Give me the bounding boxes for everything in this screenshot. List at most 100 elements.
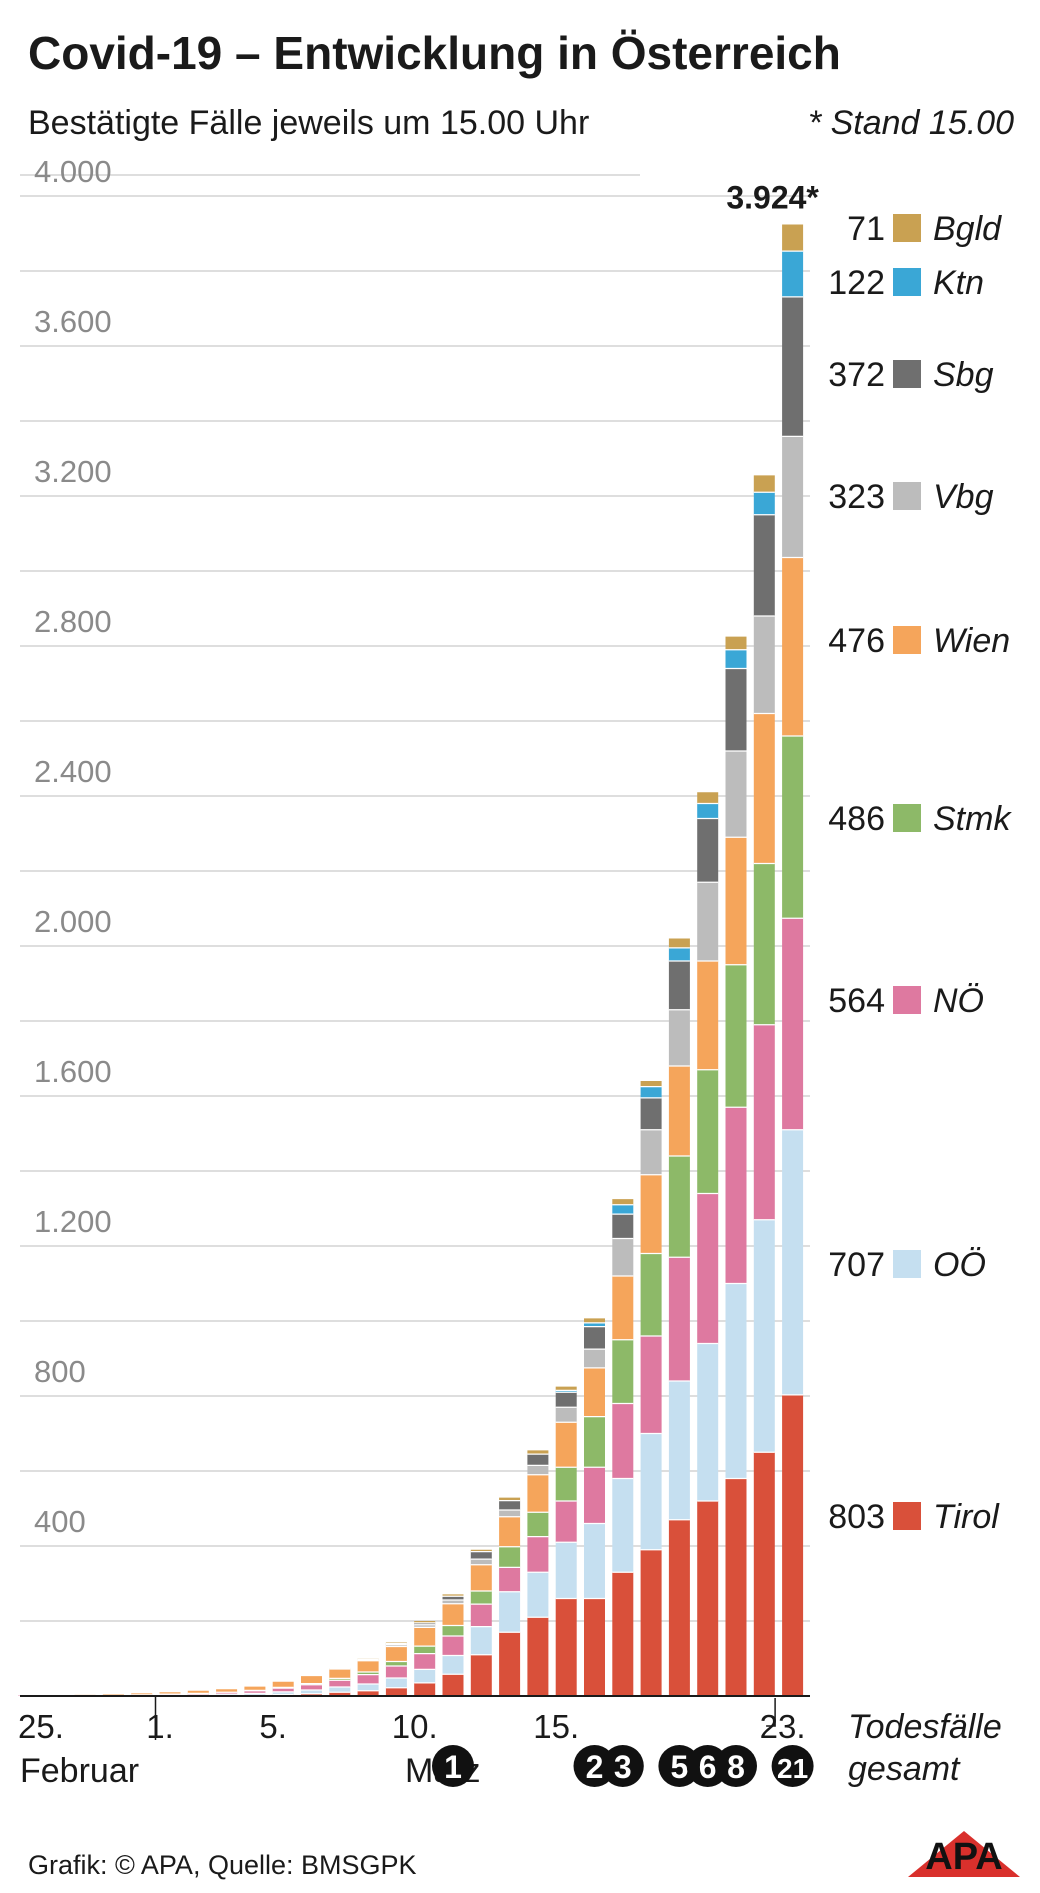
bar-segment-oö	[442, 1655, 464, 1675]
bar-segment-wien	[414, 1627, 436, 1647]
legend-value-ktn: 122	[828, 264, 885, 302]
bar-segment-vbg	[385, 1644, 407, 1647]
bar-segment-sbg	[499, 1500, 521, 1510]
bar-segment-wien	[697, 961, 719, 1070]
bar-segment-stmk	[697, 1069, 719, 1194]
bar-segment-bgld	[499, 1497, 521, 1501]
death-marker-label: 2	[586, 1749, 604, 1785]
death-marker-label: 3	[614, 1749, 632, 1785]
bar-segment-oö	[414, 1669, 436, 1683]
bar-segment-tirol	[725, 1478, 747, 1696]
y-tick-label: 1.600	[34, 1054, 112, 1089]
month-label: Februar	[20, 1752, 139, 1790]
legend-swatch-tirol	[893, 1502, 921, 1530]
bar-segment-vbg	[499, 1510, 521, 1517]
bar-segment-vbg	[640, 1129, 662, 1175]
bar-segment-oö	[244, 1693, 266, 1696]
bar-segment-bgld	[612, 1199, 634, 1205]
bar-segment-wien	[159, 1692, 181, 1695]
source-credit: Grafik: © APA, Quelle: BMSGPK	[28, 1850, 417, 1880]
bar-segment-oö	[329, 1687, 351, 1693]
bar-segment-nö	[668, 1257, 690, 1381]
bar-segment-nö	[385, 1666, 407, 1678]
bar-segment-oö	[499, 1591, 521, 1633]
legend-value-wien: 476	[828, 622, 885, 660]
bar-segment-nö	[555, 1501, 577, 1543]
deaths-label-line1: Todesfälle	[848, 1708, 1002, 1746]
death-marker-label: 1	[444, 1749, 462, 1785]
bar-segment-ktn	[753, 492, 775, 515]
legend-value-vbg: 323	[828, 478, 885, 516]
bar-segment-vbg	[442, 1600, 464, 1604]
bar-segment-vbg	[470, 1559, 492, 1565]
y-tick-label: 1.200	[34, 1204, 112, 1239]
bar-segment-sbg	[584, 1326, 605, 1350]
bar-segment-bgld	[697, 792, 719, 804]
bar-segment-vbg	[697, 882, 719, 961]
bar-segment-stmk	[668, 1156, 690, 1258]
bar-segment-sbg	[725, 668, 747, 751]
bar-segment-nö	[329, 1680, 351, 1687]
bar-segment-wien	[272, 1681, 294, 1688]
bar-segment-wien	[612, 1276, 634, 1340]
bar-segment-nö	[216, 1692, 238, 1695]
apa-logo-triangle	[908, 1831, 1020, 1877]
bar-segment-bgld	[668, 938, 690, 948]
bar-segment-oö	[725, 1283, 747, 1479]
bar-segment-tirol	[668, 1519, 690, 1696]
legend-name-stmk: Stmk	[933, 800, 1012, 838]
death-marker-label: 6	[699, 1749, 717, 1785]
bar-segment-ktn	[725, 649, 747, 669]
bar-segment-oö	[527, 1572, 549, 1618]
legend-swatch-oö	[893, 1250, 921, 1278]
bar-segment-vbg	[725, 751, 747, 838]
bar-segment-nö	[244, 1690, 266, 1694]
bar-segment-sbg	[668, 961, 690, 1010]
bar-segment-vbg	[414, 1624, 436, 1628]
y-tick-label: 3.200	[34, 454, 112, 489]
legend-swatch-stmk	[893, 804, 921, 832]
stand-note: * Stand 15.00	[807, 104, 1014, 142]
bar-segment-tirol	[612, 1572, 634, 1696]
bar-segment-nö	[187, 1693, 209, 1695]
chart-subtitle: Bestätigte Fälle jeweils um 15.00 Uhr	[28, 104, 590, 142]
bar-segment-ktn	[584, 1322, 605, 1327]
bar-segment-tirol	[697, 1501, 719, 1696]
bar-segment-wien	[753, 713, 775, 864]
death-marker-label: 5	[671, 1749, 689, 1785]
bar-segment-oö	[753, 1219, 775, 1453]
bar-segment-bgld	[442, 1594, 464, 1597]
legend-value-sbg: 372	[828, 356, 885, 394]
bar-segment-wien	[131, 1693, 153, 1695]
bar-segment-stmk	[385, 1661, 407, 1666]
bar-segment-stmk	[782, 736, 804, 919]
bar-segment-vbg	[612, 1238, 634, 1276]
legend-value-oö: 707	[828, 1246, 885, 1284]
bar-segment-ktn	[697, 803, 719, 819]
apa-logo: APA	[908, 1831, 1020, 1877]
bar-segment-tirol	[470, 1654, 492, 1696]
bar-segment-tirol	[753, 1452, 775, 1696]
bar-segment-stmk	[725, 964, 747, 1108]
bar-segment-vbg	[782, 436, 804, 558]
legend-name-wien: Wien	[933, 622, 1010, 660]
bar-segment-bgld	[725, 636, 747, 650]
bar-segment-tirol	[499, 1632, 521, 1696]
bar-segment-wien	[329, 1669, 351, 1679]
death-marker-label: 21	[777, 1753, 808, 1784]
bar-segment-wien	[357, 1660, 379, 1672]
legend-name-bgld: Bgld	[933, 210, 1002, 248]
bar-segment-stmk	[584, 1416, 605, 1468]
death-marker	[432, 1745, 474, 1787]
total-label: 3.924*	[726, 180, 819, 216]
bar-segment-sbg	[527, 1454, 549, 1466]
bar-segment-tirol	[782, 1394, 804, 1696]
bar-segment-ktn	[668, 947, 690, 961]
bar-segment-bgld	[527, 1450, 549, 1455]
bar-segment-wien	[782, 557, 804, 736]
death-marker-label: 8	[727, 1749, 745, 1785]
bar-segment-oö	[782, 1129, 804, 1395]
bar-segment-nö	[301, 1684, 322, 1690]
bar-segment-oö	[272, 1691, 294, 1695]
bar-segment-stmk	[555, 1467, 577, 1501]
